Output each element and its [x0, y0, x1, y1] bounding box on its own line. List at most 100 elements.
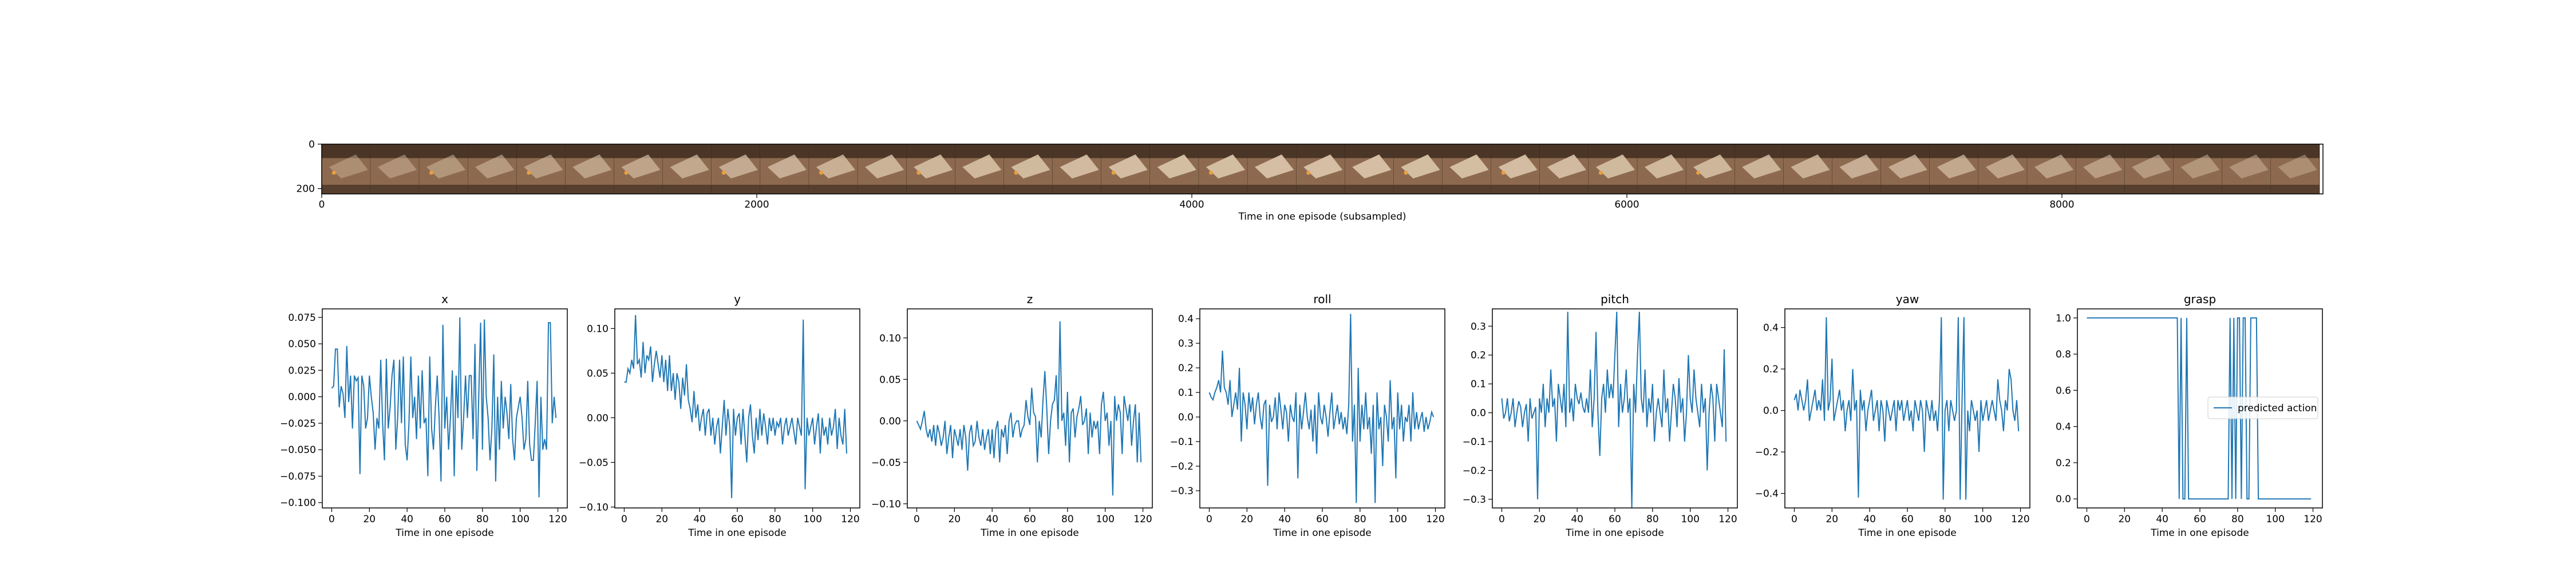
- x-tick-label: 60: [1024, 514, 1036, 525]
- y-tick-label: 0.10: [879, 333, 901, 344]
- x-tick-label: 60: [1901, 514, 1914, 525]
- frame-object: [1888, 154, 1927, 178]
- filmstrip-x-tick-label: 6000: [1614, 199, 1639, 210]
- panel-pitch: pitch 0 20 40 60 80 100 120 −0.3 −0.2 −0.1 0.0 0.1 0.…: [1463, 292, 1738, 539]
- frame-marker: [1014, 170, 1018, 175]
- frame-top-shadow: [1491, 144, 1540, 158]
- panel-title: roll: [1313, 292, 1331, 306]
- panel-title: pitch: [1601, 292, 1629, 306]
- filmstrip-frame: [1296, 144, 1345, 194]
- filmstrip-frames: [322, 144, 2320, 194]
- filmstrip-frame: [1052, 144, 1102, 194]
- y-tick-label: 0.4: [1178, 313, 1194, 325]
- frame-bottom-shadow: [1393, 185, 1443, 194]
- frame-object: [767, 154, 807, 178]
- filmstrip-frame: [419, 144, 468, 194]
- filmstrip-y-tick-label: 200: [297, 184, 315, 195]
- filmstrip-frame: [1150, 144, 1199, 194]
- frame-top-shadow: [614, 144, 663, 158]
- y-tick-label: 0.4: [1763, 323, 1779, 334]
- frame-bottom-shadow: [1540, 185, 1589, 194]
- frame-object: [2034, 154, 2074, 178]
- series-line-predicted-action: [1208, 313, 1435, 503]
- y-tick-label: 0.05: [587, 368, 609, 379]
- y-tick-label: −0.025: [280, 418, 316, 430]
- x-tick-label: 80: [1939, 514, 1951, 525]
- frame-object: [426, 154, 466, 178]
- y-tick-label: 0.00: [879, 416, 901, 427]
- frame-object: [1498, 154, 1538, 178]
- x-tick-label: 60: [1316, 514, 1329, 525]
- frame-bottom-shadow: [1345, 185, 1394, 194]
- x-tick-label: 60: [1609, 514, 1621, 525]
- frame-top-shadow: [1686, 144, 1735, 158]
- frame-bottom-shadow: [1978, 185, 2028, 194]
- filmstrip-frame: [1393, 144, 1443, 194]
- frame-bottom-shadow: [2222, 185, 2271, 194]
- x-tick-label: 80: [1354, 514, 1366, 525]
- filmstrip-x-ticks: 0 2000 4000 6000 8000: [319, 194, 2075, 210]
- frame-bottom-shadow: [1783, 185, 1832, 194]
- x-tick-label: 80: [1061, 514, 1074, 525]
- filmstrip-frame: [1929, 144, 1979, 194]
- x-tick-label: 100: [803, 514, 821, 525]
- y-tick-label: 0.2: [1471, 350, 1486, 362]
- y-tick-label: −0.1: [1170, 436, 1194, 448]
- frame-top-shadow: [2027, 144, 2076, 158]
- x-tick-label: 120: [2011, 514, 2029, 525]
- y-tick-label: 0.075: [288, 312, 316, 324]
- frame-object: [1547, 154, 1586, 178]
- frame-bottom-shadow: [614, 185, 663, 194]
- filmstrip-frame: [2124, 144, 2174, 194]
- frame-bottom-shadow: [1003, 185, 1053, 194]
- y-tick-label: 0.05: [879, 374, 901, 386]
- frame-object: [1011, 154, 1050, 178]
- frame-object: [524, 154, 563, 178]
- frame-marker: [1111, 170, 1116, 175]
- filmstrip-frame: [1832, 144, 1882, 194]
- x-tick-label: 20: [1240, 514, 1253, 525]
- x-tick-label: 120: [1718, 514, 1737, 525]
- y-tick-label: −0.10: [871, 499, 901, 510]
- frame-top-shadow: [662, 144, 712, 158]
- filmstrip-frame: [614, 144, 663, 194]
- frame-marker: [1404, 170, 1408, 175]
- x-tick-label: 20: [363, 514, 376, 525]
- frame-top-shadow: [1783, 144, 1832, 158]
- legend: predicted action: [2207, 396, 2318, 419]
- frame-bottom-shadow: [1491, 185, 1540, 194]
- frame-top-shadow: [2173, 144, 2222, 158]
- frame-marker: [1501, 170, 1506, 175]
- panel-yaw: yaw 0 20 40 60 80 100 120 −0.4 −0.2 0.0 0.2 0.4 Time …: [1755, 292, 2030, 539]
- frame-bottom-shadow: [1199, 185, 1248, 194]
- x-tick-label: 80: [2231, 514, 2244, 525]
- filmstrip-frame: [1589, 144, 1638, 194]
- x-ticks: 0 20 40 60 80 100 120: [621, 508, 860, 525]
- frame-bottom-shadow: [1637, 185, 1686, 194]
- frame-top-shadow: [370, 144, 420, 158]
- series-line-predicted-action: [1501, 311, 1727, 509]
- x-axis-label: Time in one episode: [688, 527, 786, 539]
- x-tick-label: 0: [621, 514, 627, 525]
- x-tick-label: 100: [2266, 514, 2284, 525]
- panel-grasp: grasp 0 20 40 60 80 100 120 0.0 0.2 0.4 0.6 0.8 1.0 Ti…: [2056, 292, 2323, 539]
- y-tick-label: 0.0: [2056, 494, 2071, 505]
- filmstrip-frame: [1880, 144, 1930, 194]
- panel-title: grasp: [2184, 292, 2216, 306]
- frame-bottom-shadow: [1735, 185, 1784, 194]
- frame-top-shadow: [760, 144, 809, 158]
- frame-object: [1693, 154, 1733, 178]
- filmstrip-frame: [1637, 144, 1686, 194]
- x-axis-label: Time in one episode: [1565, 527, 1664, 539]
- filmstrip-frame: [1491, 144, 1540, 194]
- frame-top-shadow: [1442, 144, 1491, 158]
- frame-top-shadow: [1199, 144, 1248, 158]
- x-tick-label: 20: [1533, 514, 1546, 525]
- y-ticks: −0.3 −0.2 −0.1 0.0 0.1 0.2 0.3: [1463, 321, 1492, 506]
- frame-top-shadow: [858, 144, 907, 158]
- x-tick-label: 80: [476, 514, 489, 525]
- frame-bottom-shadow: [1296, 185, 1345, 194]
- frame-marker: [1696, 170, 1701, 175]
- frame-top-shadow: [1832, 144, 1881, 158]
- series-line-predicted-action: [624, 315, 847, 498]
